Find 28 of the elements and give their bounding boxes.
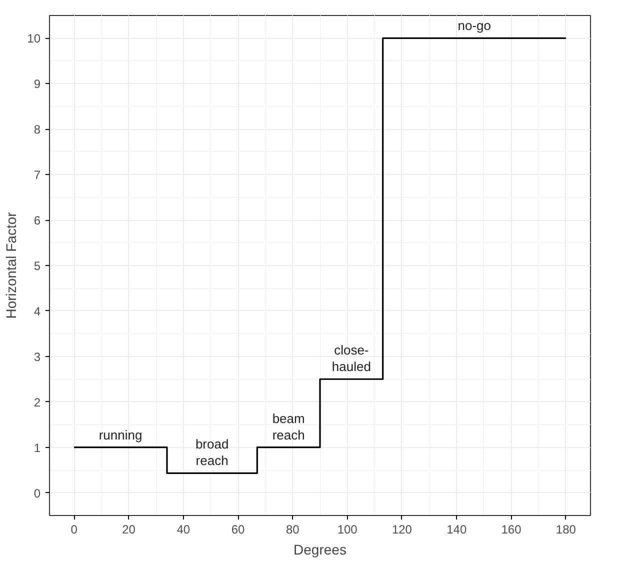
y-tick-label: 1 bbox=[34, 440, 41, 455]
y-tick-label: 3 bbox=[34, 350, 41, 364]
annotation: no-go bbox=[458, 18, 491, 34]
y-tick-label: 5 bbox=[34, 259, 41, 273]
annotation: close- hauled bbox=[332, 342, 371, 374]
y-tick-label: 6 bbox=[34, 214, 41, 228]
y-axis-title: Horizontal Factor bbox=[3, 212, 20, 319]
y-tick-label: 9 bbox=[34, 77, 41, 92]
x-tick-label: 0 bbox=[70, 522, 78, 536]
x-tick-label: 60 bbox=[231, 522, 246, 536]
x-tick-label: 20 bbox=[122, 522, 136, 536]
x-tick-label: 100 bbox=[337, 522, 358, 536]
x-tick-label: 40 bbox=[176, 522, 190, 536]
x-axis-title: Degrees bbox=[294, 542, 346, 558]
y-tick-label: 7 bbox=[34, 168, 41, 182]
annotation: beam reach bbox=[272, 410, 305, 442]
y-tick-label: 8 bbox=[34, 122, 41, 137]
x-tick-label: 180 bbox=[556, 522, 576, 536]
x-tick-label: 120 bbox=[392, 522, 412, 536]
x-tick-label: 140 bbox=[446, 522, 467, 536]
x-tick-label: 80 bbox=[286, 522, 300, 536]
x-tick-label: 160 bbox=[501, 522, 522, 536]
y-tick-label: 0 bbox=[34, 486, 41, 500]
y-tick-label: 10 bbox=[27, 32, 41, 46]
y-tick-label: 2 bbox=[34, 395, 41, 410]
annotation: broad reach bbox=[195, 436, 229, 468]
y-tick-label: 4 bbox=[34, 304, 41, 318]
annotation: running bbox=[98, 427, 142, 442]
